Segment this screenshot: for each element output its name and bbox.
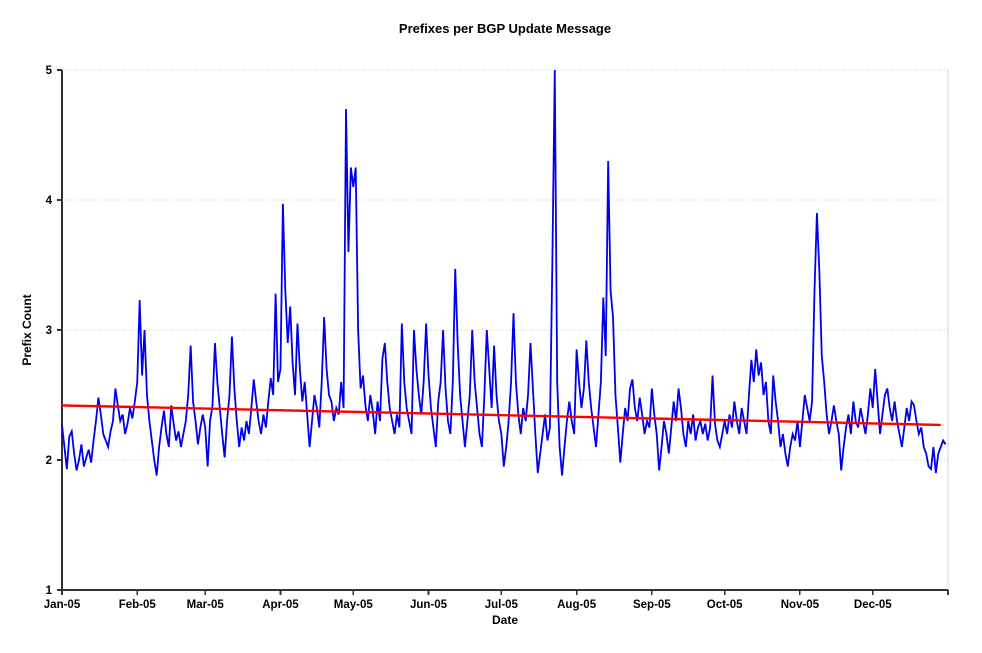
y-tick-label: 5 <box>46 65 53 77</box>
x-tick-label: Apr-05 <box>262 599 299 611</box>
x-tick-label: Sep-05 <box>633 599 671 611</box>
x-axis-title: Date <box>491 613 518 627</box>
x-tick-label: Aug-05 <box>557 599 597 611</box>
x-tick-label: Nov-05 <box>781 599 820 611</box>
y-tick-label: 2 <box>46 455 52 467</box>
chart-title: Prefixes per BGP Update Message <box>398 21 612 36</box>
x-tick-label: Jun-05 <box>410 599 448 611</box>
x-tick-label: Jan-05 <box>44 599 81 611</box>
x-tick-label: Feb-05 <box>119 599 157 611</box>
x-tick-label: Jul-05 <box>485 599 519 611</box>
y-tick-label: 4 <box>46 195 53 207</box>
trend-line <box>61 404 941 427</box>
y-tick-label: 1 <box>46 585 53 597</box>
x-tick-label: Oct-05 <box>707 599 743 611</box>
x-tick-label: Mar-05 <box>187 599 225 611</box>
prefix-count-line <box>61 69 947 476</box>
y-tick-label: 3 <box>46 325 52 337</box>
x-tick-label: May-05 <box>334 599 374 611</box>
x-tick-label: Dec-05 <box>854 599 892 611</box>
